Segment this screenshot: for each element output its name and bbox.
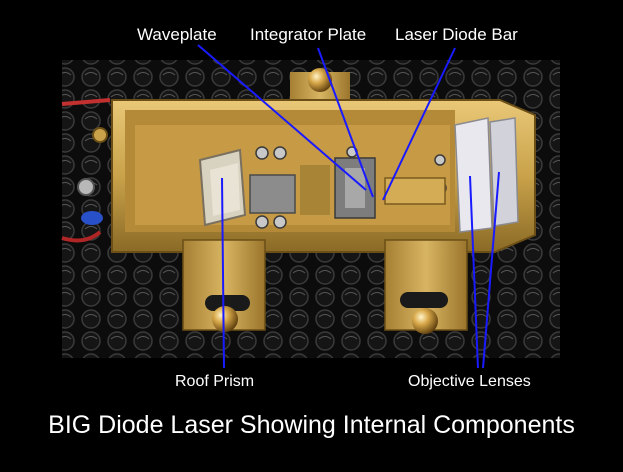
label-integrator-plate: Integrator Plate [250, 25, 367, 44]
pointer-roof-prism [221, 177, 225, 369]
pointer-objective-lens-1 [469, 175, 479, 369]
label-laser-diode-bar: Laser Diode Bar [395, 25, 518, 44]
red-wire [61, 98, 111, 106]
pointer-waveplate [197, 44, 367, 191]
blue-connector [81, 211, 103, 225]
caption: BIG Diode Laser Showing Internal Compone… [48, 411, 575, 439]
top-ball [308, 68, 332, 92]
pointer-integrator-plate [317, 47, 374, 198]
label-roof-prism: Roof Prism [175, 373, 255, 390]
label-objective-lenses: Objective Lenses [408, 373, 531, 390]
lens-2 [489, 117, 519, 227]
diode-bar-mount [384, 177, 446, 205]
lens-1 [454, 117, 493, 233]
pointer-objective-lens-2 [482, 171, 500, 369]
pointer-laser-diode-bar [382, 47, 456, 201]
label-waveplate: Waveplate [137, 25, 217, 44]
